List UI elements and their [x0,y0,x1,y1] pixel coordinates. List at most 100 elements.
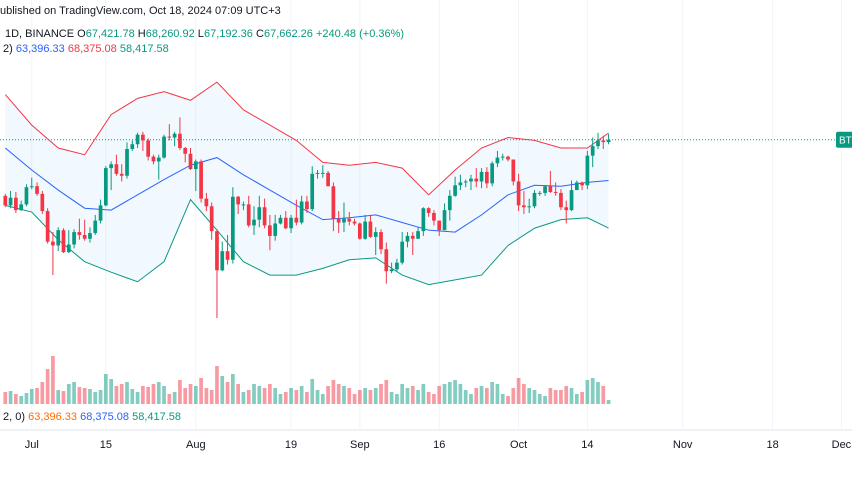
volume-bar [315,390,320,404]
candle-body [506,156,510,160]
volume-bar [162,386,166,404]
candle-body [511,159,516,182]
candle-body [289,217,293,229]
candle-body [141,134,145,141]
candle-body [352,221,357,224]
candle-body [495,157,500,164]
volume-bar [336,384,341,404]
volume-bar [368,390,373,404]
candle-body [522,205,526,208]
candle-body [606,139,611,143]
candle-body [257,207,262,220]
volume-bar [310,379,315,404]
volume-bar [553,390,558,404]
candle-body [109,164,113,169]
volume-bar [421,384,426,404]
volume-bar [193,386,198,404]
volume-bar [114,386,119,404]
volume-bar [236,384,240,404]
volume-bar [66,384,71,404]
volume-bar [268,384,272,404]
volume-bar [141,386,145,404]
volume-bar [474,388,479,404]
x-tick-label: 14 [581,439,593,451]
x-tick-label: Dec [832,439,852,451]
x-tick-label: Oct [510,439,527,451]
candle-body [209,206,214,232]
candle-body [347,218,352,222]
symbol: 1D, BINANCE [5,28,75,40]
candle-body [458,182,463,186]
bb-params: 2) [3,43,13,55]
ohlc-value: 68,260.92 [145,28,195,40]
candle-body [336,218,341,223]
candle-body [167,136,172,138]
candle-body [469,178,473,182]
candle-body [72,232,76,245]
candle-body [19,204,24,211]
candle-body [463,181,468,183]
x-tick-label: 18 [766,439,778,451]
volume-bar [495,384,500,404]
volume-bar [342,386,346,404]
candle-body [188,153,193,170]
candle-body [384,249,389,272]
candle-body [252,219,256,226]
volume-bar [532,390,537,404]
candle-body [103,168,108,206]
candle-body [8,197,13,206]
volume-bar [559,390,563,404]
volume-bar [151,384,156,404]
candle-body [426,208,431,213]
volume-bar [61,391,66,404]
candle-body [77,232,82,235]
candle-body [135,134,140,145]
volume-bar [51,356,55,404]
volume-bar [56,390,61,404]
volume-bar [437,386,442,404]
candle-body [490,163,495,184]
volume-bar [24,393,29,404]
volume-bar [109,379,113,404]
candle-body [564,207,569,211]
volume-bar [45,369,50,404]
candle-body [596,140,600,147]
candle-body [500,156,505,158]
candle-body [373,232,378,237]
candle-body [268,225,272,236]
candle-body [283,217,288,229]
candle-body [310,173,315,210]
volume-bar [405,388,410,404]
volume-bar [167,394,172,404]
candle-body [553,191,558,193]
candle-body [130,144,135,149]
volume-bar [580,392,584,404]
candle-body [29,186,34,188]
candle-body [485,171,489,184]
volume-bar [188,384,193,404]
volume-bar [416,390,420,404]
volume-bar [527,388,532,404]
last-price-label: BT [839,135,852,146]
volume-bar [215,366,219,404]
candle-body [331,186,336,219]
candle-body [585,155,590,186]
ohlc-value: 67,662.26 [263,28,313,40]
ohlc-key: C [255,28,264,40]
volume-bar [82,388,87,404]
candle-body [82,234,87,239]
volume-bar [125,382,129,404]
candle-body [447,195,452,211]
candle-body [305,201,309,210]
candle-body [241,204,246,206]
volume-bar [225,382,230,404]
volume-bar [230,374,235,404]
volume-bar [389,392,394,404]
ohlc-value: 67,192.36 [203,28,253,40]
volume-bar [479,386,484,404]
volume-bar [357,390,362,404]
bb-value: 68,375.08 [67,43,117,55]
volume-bar [426,392,431,404]
volume-bar [574,394,579,404]
